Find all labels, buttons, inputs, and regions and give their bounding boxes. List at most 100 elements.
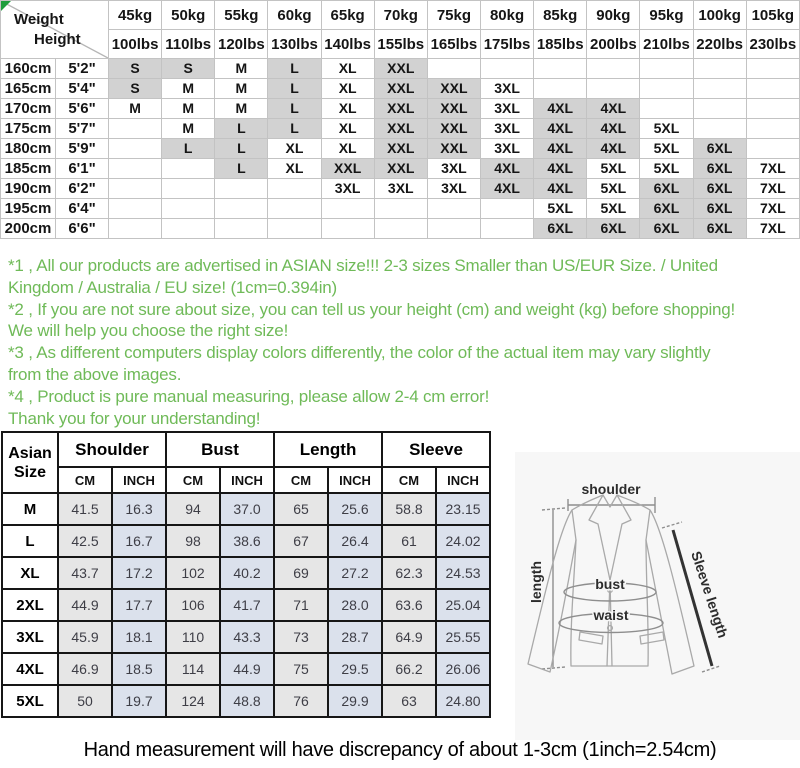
size-cell: L	[214, 158, 269, 179]
height-label-cm: 165cm	[0, 78, 56, 99]
inch-value-cell: 28.7	[327, 620, 384, 654]
size-cell: XXL	[426, 138, 481, 159]
size-cell: M	[161, 98, 216, 119]
size-cell: XL	[320, 118, 375, 139]
size-cell: 3XL	[479, 118, 535, 139]
size-cell: 5XL	[586, 178, 641, 199]
size-cell	[639, 78, 694, 99]
size-cell: XXL	[320, 158, 375, 179]
cm-value-cell: 76	[273, 684, 330, 718]
inch-value-cell: 37.0	[219, 492, 276, 526]
size-cell: L	[214, 138, 269, 159]
asian-size-label: M	[1, 492, 59, 526]
size-cell	[320, 218, 375, 239]
size-cell: XXL	[426, 78, 481, 99]
size-cell: L	[161, 138, 216, 159]
measure-header-groups: Asian Size Shoulder Bust Length Sleeve	[1, 431, 492, 494]
size-cell: M	[161, 78, 216, 99]
size-cell: 6XL	[692, 178, 747, 199]
size-cell	[107, 158, 163, 179]
size-cell	[161, 158, 216, 179]
weight-header-kg: 95kg	[639, 0, 694, 30]
weight-header-kg: 60kg	[267, 0, 322, 30]
size-cell	[533, 58, 588, 79]
size-cell: 7XL	[745, 198, 800, 219]
height-label-ft: 5'4"	[55, 78, 109, 99]
size-cell: 3XL	[479, 78, 535, 99]
diagonal-divider	[1, 1, 108, 58]
bust-measure-ellipse	[563, 582, 657, 602]
size-cell	[692, 118, 747, 139]
weight-header-lbs: 175lbs	[479, 29, 535, 59]
measure-header-units: CM INCH CM INCH CM INCH CM INCH	[2, 466, 492, 494]
inch-value-cell: 24.02	[435, 524, 492, 558]
cm-value-cell: 58.8	[381, 492, 438, 526]
corner-marker-triangle	[1, 1, 11, 11]
measure-table-row: M 41.5 16.3 94 37.0 65 25.6 58.8 23.15	[1, 492, 492, 526]
height-label-ft: 5'6"	[55, 98, 109, 119]
height-label-ft: 5'7"	[55, 118, 109, 139]
weight-header-lbs: 140lbs	[320, 29, 375, 59]
size-table-body: 160cm 5'2" S S M L XL XXL 165cm 5'4" S M M L XL XXL XXL 3…	[0, 58, 800, 239]
inch-value-cell: 18.1	[110, 620, 168, 654]
size-cell	[479, 58, 535, 79]
asian-size-label: L	[1, 524, 59, 558]
asian-size-corner-cell: Asian Size	[1, 431, 59, 494]
jacket-outline	[527, 494, 695, 675]
waist-measure-ellipse	[558, 612, 664, 634]
size-cell: 4XL	[533, 138, 588, 159]
size-table-row: 175cm 5'7" M L L XL XXL XXL 3XL 4XL 4XL 5XL	[0, 118, 800, 139]
cm-value-cell: 63	[381, 684, 438, 718]
size-cell	[639, 58, 694, 79]
inch-value-cell: 23.15	[435, 492, 492, 526]
inch-value-cell: 24.53	[435, 556, 492, 590]
size-cell: 6XL	[692, 138, 747, 159]
weight-header-kg: 100kg	[692, 0, 747, 30]
size-cell: XL	[320, 58, 375, 79]
size-cell	[426, 58, 481, 79]
measure-unit-header: CM	[381, 466, 438, 494]
size-cell: 3XL	[479, 138, 535, 159]
height-label-cm: 190cm	[0, 178, 56, 199]
weight-height-size-table: Weight Height 45kg 50kg 55kg 60kg 65kg 70kg 75…	[0, 0, 800, 239]
inch-value-cell: 40.2	[219, 556, 276, 590]
size-cell: 6XL	[692, 158, 747, 179]
inch-value-cell: 29.5	[327, 652, 384, 686]
size-cell: 6XL	[639, 198, 694, 219]
measure-table-row: 5XL 50 19.7 124 48.8 76 29.9 63 24.80	[1, 684, 492, 718]
inch-value-cell: 16.3	[110, 492, 168, 526]
asian-label: Asian	[8, 444, 52, 462]
size-table-row: 190cm 6'2" 3XL 3XL 3XL 4XL 4XL 5XL 6XL 6XL 7XL	[0, 178, 800, 199]
size-cell	[320, 198, 375, 219]
measure-unit-header: CM	[273, 466, 330, 494]
inch-value-cell: 28.0	[327, 588, 384, 622]
cm-value-cell: 43.7	[57, 556, 113, 590]
weight-row-kg: Weight Height 45kg 50kg 55kg 60kg 65kg 70kg 75…	[0, 0, 800, 59]
weight-header-lbs: 185lbs	[533, 29, 588, 59]
size-cell: 3XL	[426, 158, 481, 179]
size-cell: 6XL	[533, 218, 588, 239]
weight-header-kg: 45kg	[107, 0, 163, 30]
measure-unit-header: INCH	[110, 466, 168, 494]
cm-value-cell: 45.9	[57, 620, 113, 654]
size-cell: 3XL	[373, 178, 428, 199]
size-cell	[745, 58, 800, 79]
size-cell	[745, 138, 800, 159]
height-label-ft: 5'9"	[55, 138, 109, 159]
weight-header-kg: 90kg	[586, 0, 641, 30]
cm-value-cell: 62.3	[381, 556, 438, 590]
weight-header-lbs: 230lbs	[745, 29, 800, 59]
size-cell: 4XL	[586, 118, 641, 139]
size-cell	[586, 58, 641, 79]
measure-table-row: 3XL 45.9 18.1 110 43.3 73 28.7 64.9 25.55	[1, 620, 492, 654]
measure-unit-header: INCH	[435, 466, 492, 494]
size-cell: M	[214, 78, 269, 99]
size-cell	[267, 218, 322, 239]
inch-value-cell: 17.7	[110, 588, 168, 622]
size-cell	[692, 58, 747, 79]
shoulder-label: shoulder	[581, 481, 641, 497]
size-table-row: 185cm 6'1" L XL XXL XXL 3XL 4XL 4XL 5XL 5XL 6XL 7XL	[0, 158, 800, 179]
measure-unit-header: INCH	[219, 466, 276, 494]
inch-value-cell: 41.7	[219, 588, 276, 622]
weight-header-lbs: 210lbs	[639, 29, 694, 59]
